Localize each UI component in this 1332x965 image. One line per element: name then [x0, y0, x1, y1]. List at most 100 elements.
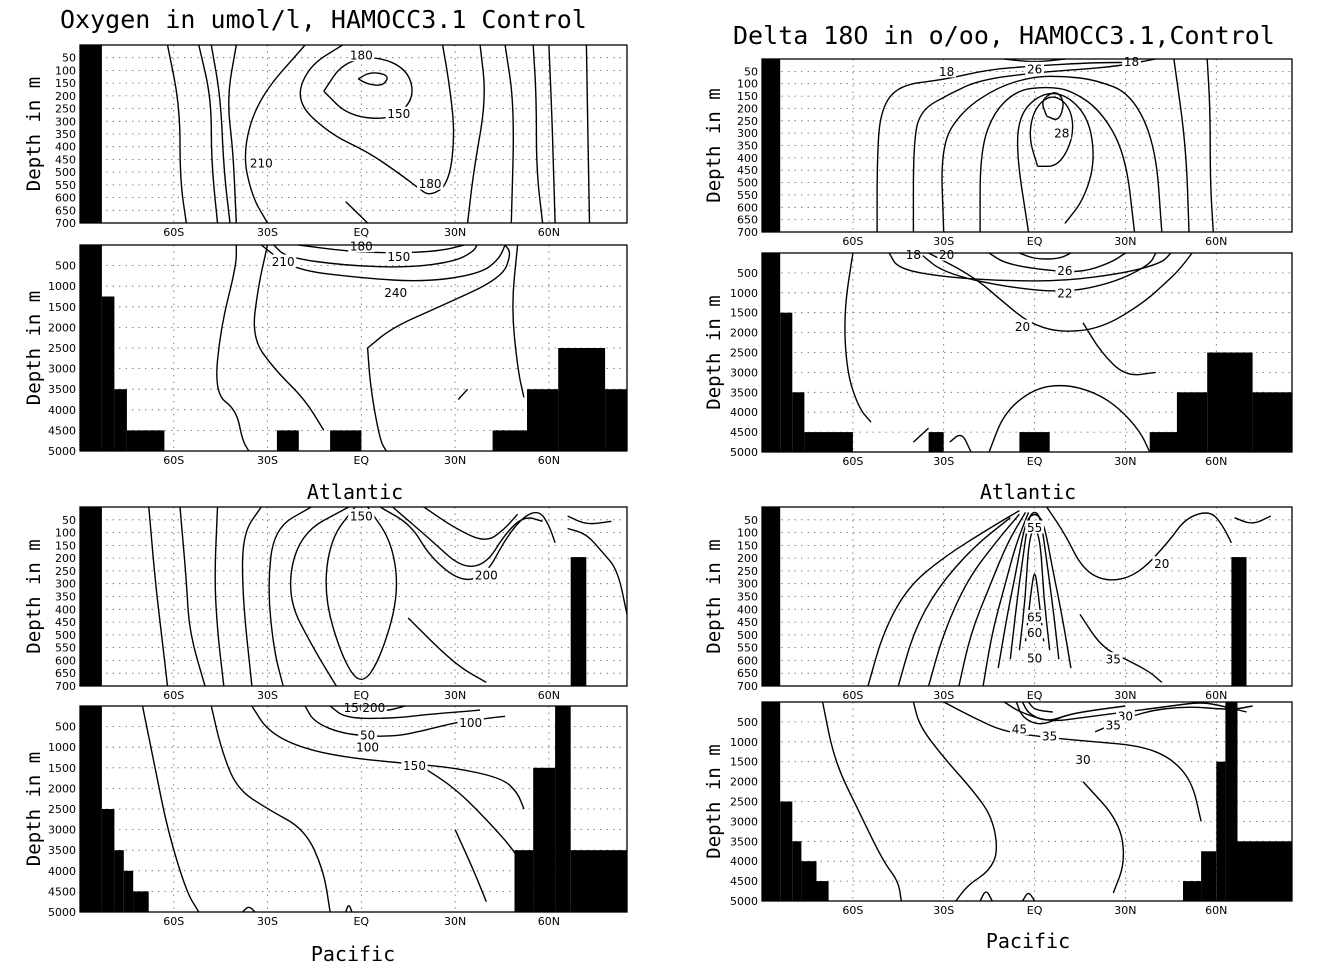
d18o-pac-deep-contour-label-bg	[1073, 752, 1093, 766]
d18o-atl-upper-frame	[761, 58, 1293, 233]
oxy-pac-upper-y-tick-label: 400	[55, 603, 76, 616]
d18o-pac-upper-y-tick-label: 650	[737, 667, 758, 680]
oxy-atl-deep-panel: 180 210 150 240 500 1000 1500 2000 2500 3000 3500 4…	[23, 239, 628, 467]
d18o-pac-deep-x-tick-label: 60S	[842, 904, 863, 917]
oxy-pac-deep-contour-label-bg	[360, 700, 387, 714]
d18o-atl-upper-contour-label-bg	[1122, 54, 1141, 68]
d18o-pac-deep-contour-line	[912, 701, 998, 902]
d18o-atl-deep-contour-line	[928, 252, 1193, 332]
oxy-atl-deep-land-mask	[605, 389, 627, 451]
d18o-atl-upper-y-tick-label: 350	[737, 140, 758, 153]
d18o-pac-upper-y-tick-label: 100	[737, 527, 758, 540]
oxy-atl-deep-y-tick-label: 1500	[48, 301, 76, 314]
d18o-atl-upper-y-tick-label: 300	[737, 127, 758, 140]
d18o-pac-deep-frame	[761, 701, 1293, 902]
d18o-pac-deep-contour-label-bg	[1010, 722, 1029, 736]
oxy-atl-upper-contour-line	[228, 44, 237, 224]
d18o-atl-deep-land-mask	[804, 432, 853, 452]
d18o-atl-upper-contour-label-bg	[1052, 126, 1072, 140]
oxy-pac-deep-contour-label-bg	[457, 715, 484, 729]
oxy-pac-upper-x-tick-label: 30S	[257, 689, 278, 702]
oxy-pac-upper-contour-line	[214, 506, 225, 687]
oxy-atl-deep-y-tick-label: 2000	[48, 321, 76, 334]
oxy-atl-deep-contour-label: 240	[384, 286, 407, 300]
oxy-pac-upper-land-mask	[80, 507, 102, 686]
d18o-pac-upper-contour-label: 60	[1027, 626, 1042, 640]
oxy-pac-deep-land-mask	[114, 850, 124, 912]
oxy-atl-deep-contour-line	[512, 244, 525, 398]
d18o-atl-upper-plot-area	[762, 59, 1292, 232]
d18o-atl-upper-y-tick-label: 650	[737, 214, 758, 227]
d18o-pac-deep-contour-line	[821, 701, 902, 902]
d18o-atl-upper-y-tick-label: 150	[737, 90, 758, 103]
oxy-atl-deep-y-axis-label: Depth in m	[23, 291, 45, 405]
oxy-pac-upper-contour-line	[567, 527, 628, 615]
d18o-pac-deep-land-mask	[1225, 702, 1238, 901]
d18o-pac-deep-land-mask	[780, 801, 793, 901]
oxy-atl-upper-y-tick-label: 650	[55, 204, 76, 217]
oxy-atl-deep-land-mask	[558, 348, 606, 451]
d18o-pac-upper-contour-label: 35	[1106, 653, 1121, 667]
oxy-pac-upper-frame	[79, 506, 628, 687]
oxy-pac-deep-contour-label-bg	[401, 758, 428, 772]
d18o-pac-upper-contour-label-bg	[1025, 650, 1044, 664]
oxy-pac-deep-y-tick-label: 4000	[48, 865, 76, 878]
d18o-atl-deep-contour-label-bg	[1013, 319, 1032, 333]
d18o-pac-upper-contour-line	[1018, 528, 1051, 651]
oxy-pac-upper-contour-line	[325, 506, 398, 680]
oxy-pac-deep-x-tick-label: 60S	[163, 915, 184, 928]
d18o-pac-upper-x-tick-label: 60S	[842, 689, 863, 702]
d18o-atl-upper-y-tick-label: 600	[737, 201, 758, 214]
d18o-pac-deep-contour-label: 35	[1042, 730, 1057, 744]
oxy-pac-deep-y-tick-label: 2500	[48, 803, 76, 816]
oxy-pac-upper-y-tick-label: 300	[55, 578, 76, 591]
oxy-atl-deep-y-tick-label: 4500	[48, 424, 76, 437]
oxy-atl-deep-y-tick-label: 5000	[48, 445, 76, 458]
d18o-pac-deep-contour-label: 45	[1012, 723, 1027, 737]
d18o-pac-upper-contour-line	[897, 517, 1011, 687]
oxy-atl-deep-land-mask	[330, 430, 362, 451]
oxy-atl-deep-contour-line	[298, 244, 465, 254]
d18o-atl-upper-contour-line	[1206, 58, 1214, 233]
oxy-pac-upper-contour-label-bg	[473, 567, 500, 581]
oxy-pac-deep-frame	[79, 705, 628, 913]
oxy-atl-upper-contour-label: 210	[250, 157, 273, 171]
oxy-atl-upper-y-axis-label: Depth in m	[23, 77, 45, 191]
d18o-atl-deep-y-tick-label: 4500	[730, 426, 758, 439]
d18o-atl-upper-contour-label-bg	[1025, 61, 1044, 75]
oxy-pac-deep-contour-label: 100	[356, 741, 379, 755]
oxy-pac-deep-contour-line	[329, 705, 481, 720]
d18o-atl-deep-contour-label-bg	[1055, 285, 1075, 299]
d18o-atl-deep-land-mask	[780, 312, 793, 452]
oxy-atl-upper-x-tick-label: 60N	[538, 226, 560, 239]
d18o-atl-upper-y-tick-label: 50	[744, 65, 758, 78]
d18o-pac-upper-y-tick-label: 600	[737, 654, 758, 667]
oxy-atl-deep-y-tick-label: 500	[55, 260, 76, 273]
oxy-atl-deep-contour-line	[273, 244, 478, 268]
oxy-pac-deep-panel: 1502001005010015050010001500200025003000…	[23, 700, 628, 928]
oxy-atl-deep-contour-line	[457, 388, 469, 400]
oxy-pac-upper-y-tick-label: 50	[62, 514, 76, 527]
d18o-pac-deep-contour-line	[1003, 701, 1247, 722]
oxy-pac-upper-land-mask	[570, 557, 587, 686]
d18o-atl-upper-contour-line	[912, 58, 1156, 232]
oxy-atl-upper-contour-label-bg	[385, 106, 412, 120]
d18o-pac-upper-contour-label-bg	[1103, 652, 1123, 666]
oxy-pac-upper-y-tick-label: 200	[55, 552, 76, 565]
oxy-atl-deep-x-tick-label: 30N	[444, 454, 466, 467]
oxy-pac-deep-land-mask	[533, 767, 556, 912]
d18o-pac-deep-y-tick-label: 1500	[730, 756, 758, 769]
d18o-atl-deep-land-mask	[1252, 392, 1292, 452]
d18o-atl-deep-contour-label-bg	[904, 247, 923, 261]
oxy-pac-deep-y-tick-label: 2000	[48, 782, 76, 795]
oxy-atl-upper-panel: 1801502101805010015020025030035040045050…	[23, 44, 628, 239]
d18o-atl-deep-land-mask	[762, 253, 781, 452]
d18o-pac-upper-contour-line	[1009, 511, 1060, 660]
oxy-atl-deep-land-mask	[114, 389, 127, 451]
d18o-atl-deep-land-mask	[1019, 432, 1050, 452]
d18o-pac-upper-y-tick-label: 400	[737, 603, 758, 616]
oxy-pac-upper-y-tick-label: 700	[55, 680, 76, 693]
d18o-atl-deep-panel: 18 20 26 22 20 500 1000 1500 2000 2500 3000 3500 400…	[703, 247, 1293, 468]
oxy-atl-upper-y-tick-label: 150	[55, 77, 76, 90]
d18o-pac-upper-contour-line	[1046, 506, 1233, 581]
